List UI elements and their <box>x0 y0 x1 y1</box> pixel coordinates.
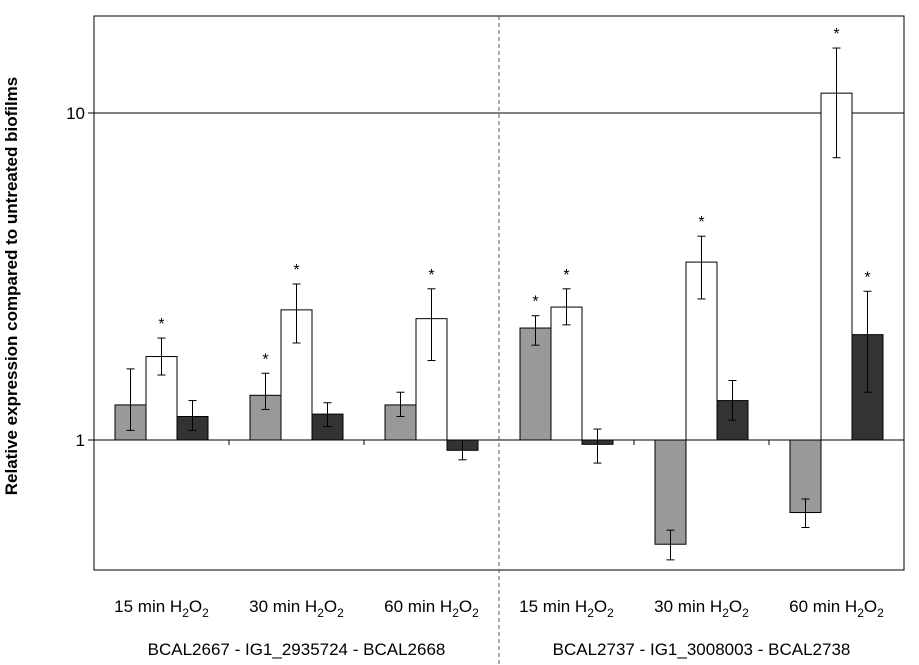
group-label: BCAL2737 - IG1_3008003 - BCAL2738 <box>553 640 851 659</box>
y-tick-label: 10 <box>66 104 85 123</box>
label-part: O <box>324 597 337 616</box>
significance-star: * <box>262 351 268 368</box>
group-label: BCAL2667 - IG1_2935724 - BCAL2668 <box>148 640 446 659</box>
y-axis-ticks: 1 10 <box>66 104 94 450</box>
bar <box>145 356 178 441</box>
label-part: O <box>864 597 877 616</box>
significance-star: * <box>532 294 538 311</box>
significance-star: * <box>833 26 839 43</box>
category-label: 30 min H2O2 <box>654 597 749 620</box>
significance-star: * <box>293 262 299 279</box>
label-part: O <box>594 597 607 616</box>
subscript: 2 <box>317 606 324 620</box>
subscript: 2 <box>452 606 459 620</box>
y-tick-label: 1 <box>76 431 85 450</box>
significance-star: * <box>563 267 569 284</box>
label-part: 15 min H <box>519 597 587 616</box>
label-part: O <box>189 597 202 616</box>
subscript: 2 <box>472 606 479 620</box>
label-part: O <box>729 597 742 616</box>
subscript: 2 <box>742 606 749 620</box>
category-label: 30 min H2O2 <box>249 597 344 620</box>
subscript: 2 <box>587 606 594 620</box>
subscript: 2 <box>182 606 189 620</box>
bar <box>654 439 687 545</box>
error-bars <box>126 47 872 561</box>
category-label: 60 min H2O2 <box>789 597 884 620</box>
subscript: 2 <box>337 606 344 620</box>
subscript: 2 <box>202 606 209 620</box>
x-axis-labels: 15 min H2O2 30 min H2O2 60 min H2O2 15 min … <box>114 597 884 620</box>
label-part: O <box>459 597 472 616</box>
category-label: 15 min H2O2 <box>114 597 209 620</box>
label-part: 30 min H <box>654 597 722 616</box>
significance-star: * <box>158 316 164 333</box>
label-part: 15 min H <box>114 597 182 616</box>
subscript: 2 <box>857 606 864 620</box>
significance-star: * <box>428 267 434 284</box>
category-label: 15 min H2O2 <box>519 597 614 620</box>
significance-star: * <box>864 269 870 286</box>
significance-star: * <box>698 214 704 231</box>
label-part: 60 min H <box>789 597 857 616</box>
subscript: 2 <box>877 606 884 620</box>
label-part: 30 min H <box>249 597 317 616</box>
subscript: 2 <box>722 606 729 620</box>
group-labels: BCAL2667 - IG1_2935724 - BCAL2668 BCAL273… <box>148 640 851 659</box>
category-label: 60 min H2O2 <box>384 597 479 620</box>
plot-area: * * * * * * * * * <box>93 15 905 665</box>
bar <box>519 327 552 441</box>
subscript: 2 <box>607 606 614 620</box>
label-part: 60 min H <box>384 597 452 616</box>
significance-markers: * * * * * * * * * <box>158 26 870 368</box>
y-axis-label: Relative expression compared to untreate… <box>2 77 21 496</box>
bar <box>550 306 583 441</box>
